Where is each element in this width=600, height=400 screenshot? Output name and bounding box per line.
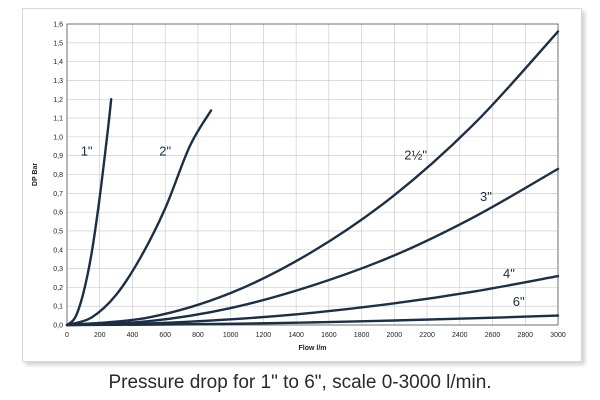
chart-frame: 0,0 0,1 0,2 0,3 0,4 0,5 0,6 0,7 0,8 0,9 1,0 1,1 1,2 1… <box>22 8 582 362</box>
x-tick-label: 1800 <box>354 332 370 339</box>
x-tick-label: 2800 <box>517 332 533 339</box>
x-tick-label: 2400 <box>452 332 468 339</box>
x-tick-label: 600 <box>159 332 171 339</box>
x-tick-label: 1000 <box>223 332 239 339</box>
y-tick-labels: 0,0 0,1 0,2 0,3 0,4 0,5 0,6 0,7 0,8 0,9 1,0 1,1 1,2 1… <box>53 22 63 330</box>
x-tick-label: 2600 <box>485 332 501 339</box>
x-tick-label: 1600 <box>321 332 337 339</box>
y-tick-label: 0,1 <box>53 304 63 311</box>
pressure-drop-chart: 0,0 0,1 0,2 0,3 0,4 0,5 0,6 0,7 0,8 0,9 1,0 1,1 1,2 1… <box>32 22 566 353</box>
y-tick-label: 0,6 <box>53 210 63 217</box>
y-tick-label: 1,1 <box>53 116 63 123</box>
x-tick-label: 0 <box>65 332 69 339</box>
series-line-0 <box>65 98 113 327</box>
x-tick-label: 2200 <box>419 332 435 339</box>
y-tick-label: 1,3 <box>53 78 63 85</box>
y-tick-label: 1,6 <box>53 22 63 29</box>
x-tick-label: 3000 <box>550 332 566 339</box>
series-line-3 <box>65 167 560 327</box>
grid-lines <box>66 23 559 326</box>
y-tick-label: 0,3 <box>53 266 63 273</box>
y-tick-label: 0,4 <box>53 247 63 254</box>
series-label-2: 2½" <box>404 147 427 162</box>
series-label-0: 1" <box>81 144 93 159</box>
series-labels: 1" 2" 2½" 3" 4" 6" <box>81 144 525 310</box>
x-tick-label: 1200 <box>256 332 272 339</box>
y-tick-label: 0,8 <box>53 172 63 179</box>
series-line-1 <box>65 109 213 327</box>
axes <box>66 23 559 326</box>
y-tick-label: 0,0 <box>53 323 63 330</box>
x-tick-label: 1400 <box>288 332 304 339</box>
y-tick-label: 1,4 <box>53 59 63 66</box>
series-label-5: 6" <box>513 294 525 309</box>
y-tick-label: 0,9 <box>53 153 63 160</box>
series-label-1: 2" <box>159 144 171 159</box>
x-tick-labels: 0 200 400 600 800 1000 1200 1400 1600 1800 2000 220… <box>65 332 566 339</box>
y-tick-label: 1,0 <box>53 134 63 141</box>
y-tick-label: 1,2 <box>53 97 63 104</box>
x-tick-label: 800 <box>192 332 204 339</box>
series-line-5 <box>65 314 560 327</box>
chart-caption: Pressure drop for 1" to 6", scale 0-3000… <box>108 372 492 393</box>
x-axis-title: Flow l/m <box>299 345 327 352</box>
series-line-2 <box>65 30 560 327</box>
x-tick-label: 2000 <box>387 332 403 339</box>
y-tick-label: 0,2 <box>53 285 63 292</box>
y-axis-title: DP Bar <box>32 163 39 186</box>
series-lines <box>65 30 560 327</box>
x-tick-label: 400 <box>127 332 139 339</box>
plot-border <box>66 23 559 326</box>
y-tick-label: 1,5 <box>53 40 63 47</box>
x-tick-label: 200 <box>94 332 106 339</box>
y-tick-label: 0,5 <box>53 228 63 235</box>
y-tick-label: 0,7 <box>53 191 63 198</box>
series-label-4: 4" <box>503 266 515 281</box>
series-label-3: 3" <box>480 189 492 204</box>
